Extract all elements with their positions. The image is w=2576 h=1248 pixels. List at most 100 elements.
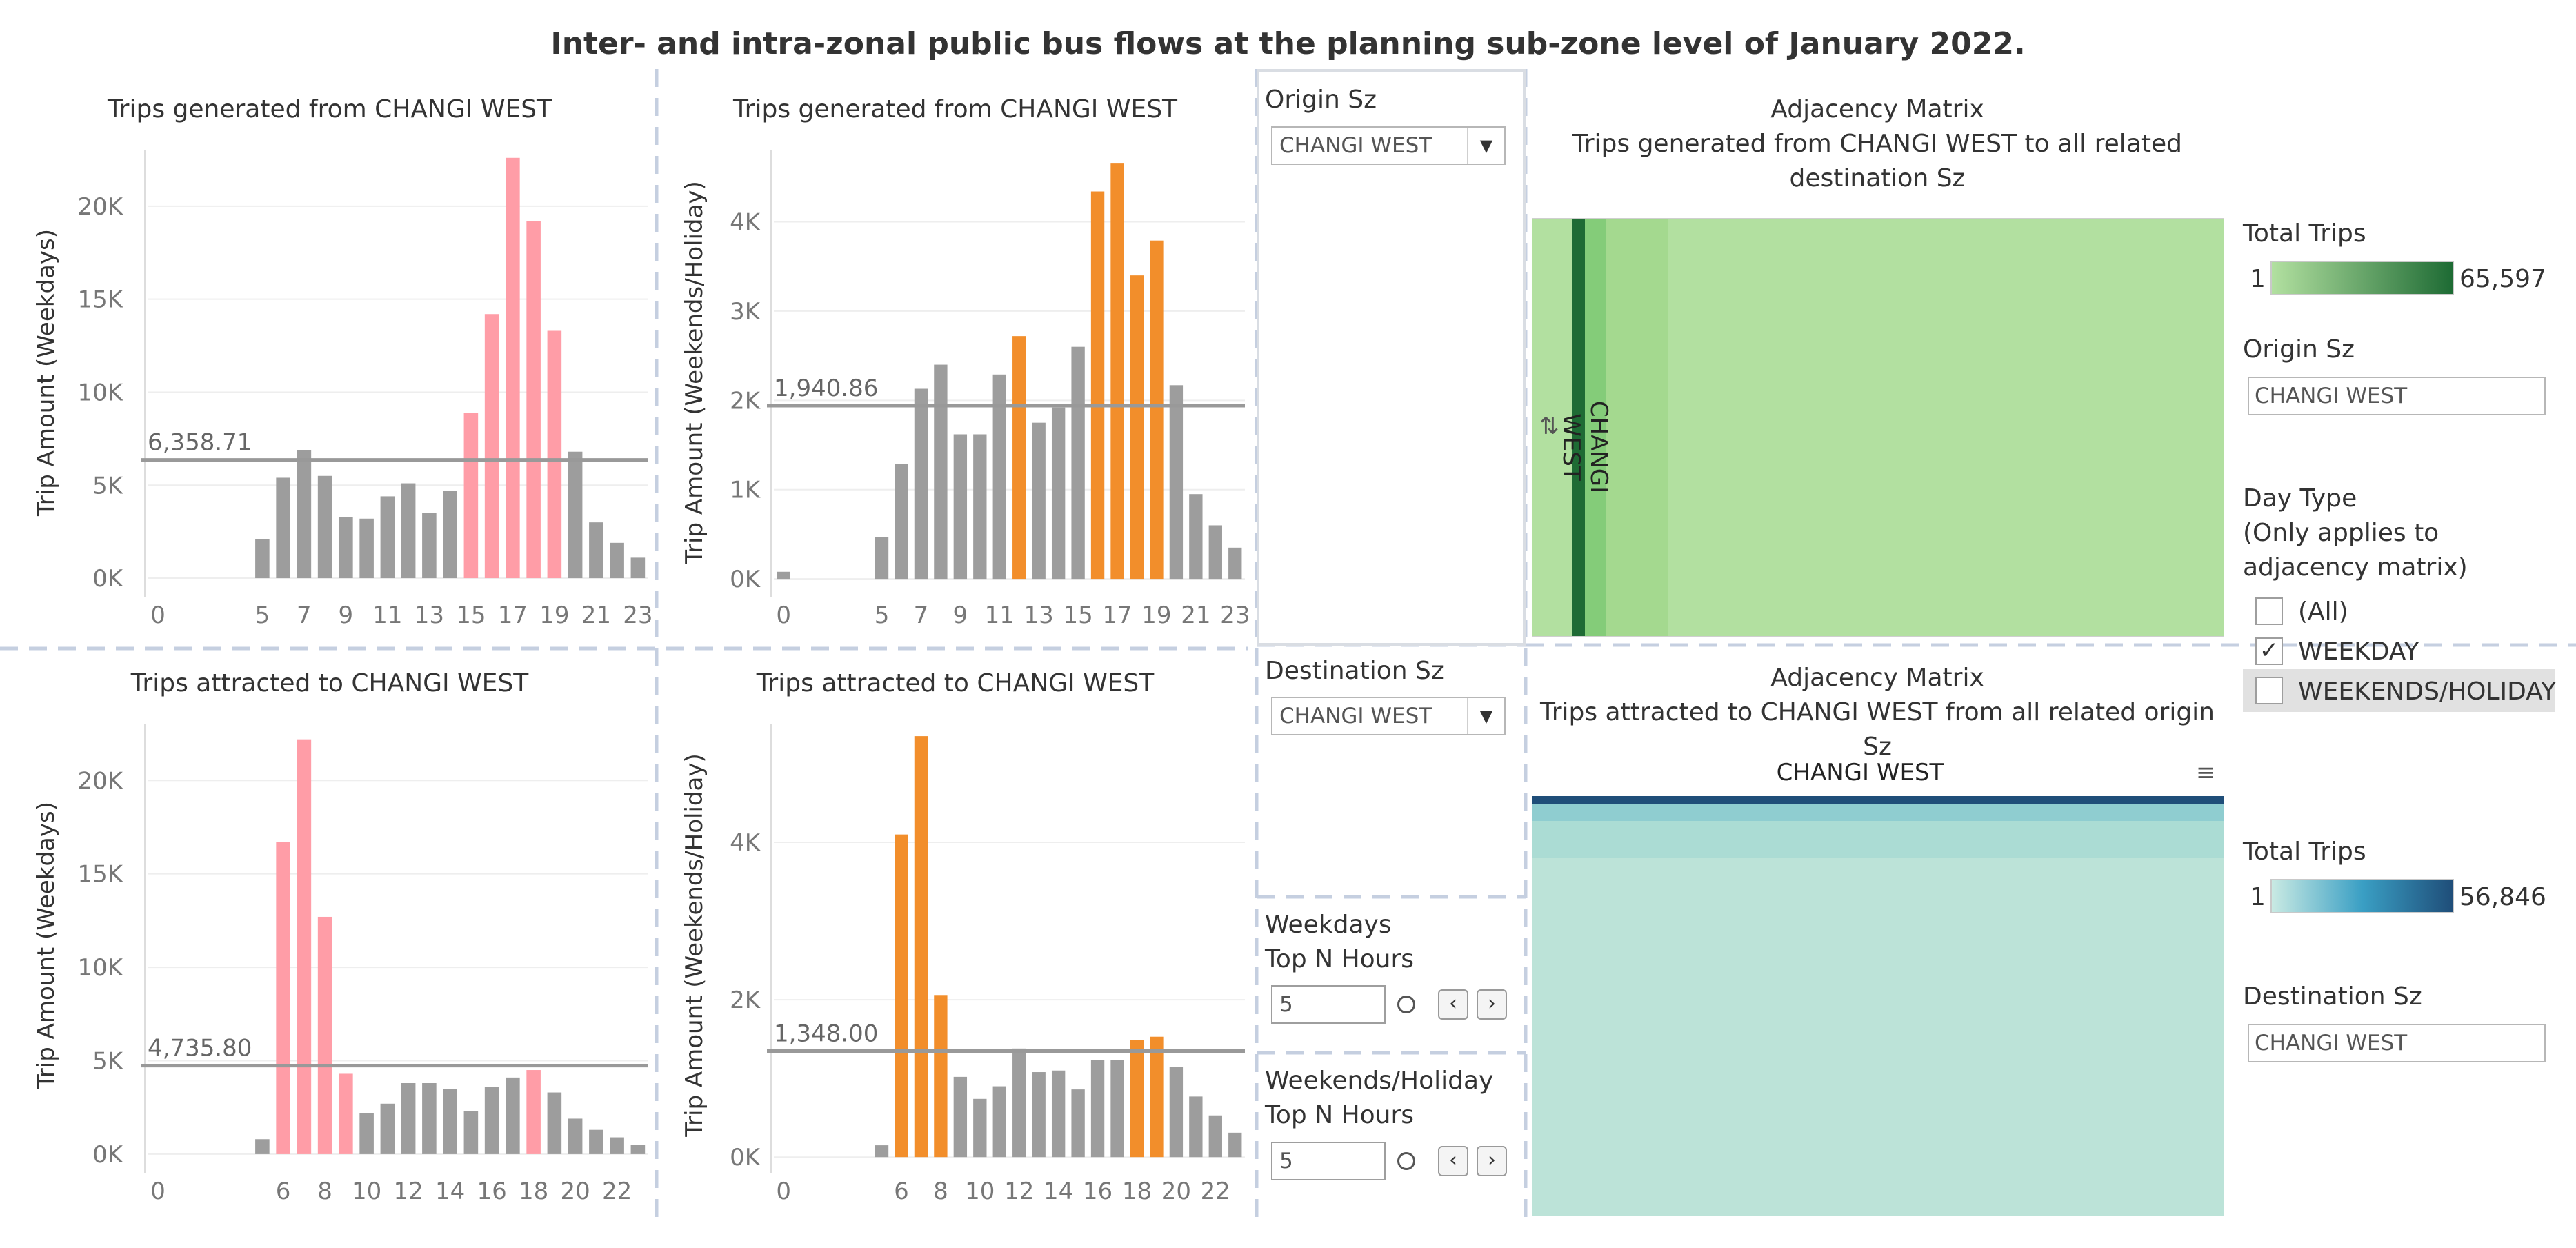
daytype-all-checkbox[interactable] [2255,597,2283,625]
x-tick-label: 22 [1201,1178,1230,1205]
y-tick-label: 4K [730,209,761,237]
weekend-decrement-button[interactable]: ‹ [1438,1146,1468,1176]
bar [1032,422,1046,580]
bar [568,451,583,579]
weekend-slider-handle[interactable] [1397,1152,1415,1170]
bar [359,518,374,579]
chevron-down-icon[interactable]: ▼ [1467,698,1504,734]
matrix-top-cell-mid [1585,219,1606,636]
x-tick-label: 0 [776,1178,791,1205]
matrix-bottom-cell-dark [1532,796,2224,804]
x-tick-label: 6 [894,1178,909,1205]
weekend-topn-input[interactable]: 5 [1271,1142,1386,1180]
weekday-decrement-button[interactable]: ‹ [1438,989,1468,1020]
y-tick-label: 20K [77,767,123,795]
bar [1208,525,1222,580]
bottom-legend-min: 1 [2250,883,2266,911]
bar [1071,346,1085,580]
bar [443,1089,457,1154]
sort-icon[interactable]: ⇅ [1539,413,1559,440]
matrix-bottom-cell-mid [1532,804,2224,821]
x-tick-label: 10 [965,1178,995,1205]
bar [1090,191,1105,580]
bar [463,1111,479,1154]
chevron-down-icon[interactable]: ▼ [1467,128,1504,164]
matrix-bottom-column-label: CHANGI WEST [1776,759,1944,786]
x-tick-label: 14 [1044,1178,1073,1205]
matrix-top-title: Adjacency Matrix Trips generated from CH… [1532,92,2222,196]
x-tick-label: 17 [1102,602,1132,629]
daytype-label-line1: Day Type [2243,484,2357,513]
y-tick-label: 0K [92,565,124,593]
x-tick-label: 9 [339,602,354,629]
x-tick-label: 16 [477,1178,506,1205]
bar [484,1087,499,1154]
bar [1189,1096,1203,1158]
bar [255,1139,270,1154]
side-destination-field[interactable]: CHANGI WEST [2248,1024,2546,1062]
daytype-weekday-checkbox[interactable]: ✓ [2255,637,2283,665]
daytype-all-label[interactable]: (All) [2298,597,2348,626]
destination-dropdown[interactable]: CHANGI WEST ▼ [1271,697,1506,735]
daytype-weekend-highlight[interactable] [2243,669,2555,712]
y-axis-label: Trip Amount (Weekdays) [32,802,60,1089]
sort-icon[interactable]: ≡ [2196,759,2216,786]
matrix-bottom-heatmap[interactable] [1532,796,2224,1216]
bar [422,513,437,579]
bar [875,1145,889,1158]
x-tick-label: 21 [1181,602,1210,629]
x-tick-label: 18 [1122,1178,1152,1205]
origin-dropdown[interactable]: CHANGI WEST ▼ [1271,126,1506,165]
weekend-topn-label: Weekends/Holiday Top N Hours [1265,1064,1493,1133]
x-tick-label: 16 [1083,1178,1112,1205]
bar [1150,1036,1164,1158]
daytype-label: Day Type (Only applies to adjacency matr… [2243,482,2468,585]
origin-filter-label: Origin Sz [1265,86,1377,114]
weekend-increment-button[interactable]: › [1477,1146,1507,1176]
bar [526,1070,541,1154]
y-axis-label: Trip Amount (Weekdays) [32,229,60,517]
bar [1032,1072,1046,1158]
y-tick-label: 10K [77,954,123,982]
bar [443,491,457,579]
bar [339,1073,353,1154]
daytype-weekend-label[interactable]: WEEKENDS/HOLIDAY [2298,677,2557,706]
bar [953,434,968,580]
destination-dropdown-value: CHANGI WEST [1279,704,1432,729]
origin-dropdown-value: CHANGI WEST [1279,133,1432,158]
y-tick-label: 4K [730,829,761,857]
bar [276,477,290,579]
daytype-weekend-checkbox[interactable] [2255,677,2283,704]
side-origin-field[interactable]: CHANGI WEST [2248,377,2546,415]
y-tick-label: 15K [77,286,123,314]
x-tick-label: 18 [519,1178,548,1205]
bottom-legend-max: 56,846 [2459,883,2546,911]
daytype-weekday-label[interactable]: WEEKDAY [2298,637,2419,666]
x-tick-label: 0 [776,602,791,629]
matrix-bottom-title-line1: Adjacency Matrix [1770,664,1984,692]
bar [1130,1040,1144,1158]
bar [547,1092,562,1154]
y-tick-label: 1K [730,477,761,504]
bar [895,834,908,1158]
bar [506,157,520,579]
weekday-topn-label-line1: Weekdays [1265,911,1392,939]
chart-title: Trips generated from CHANGI WEST [732,95,1178,123]
bar [1012,1048,1026,1158]
chart-title: Trips generated from CHANGI WEST [107,95,552,123]
weekday-slider-handle[interactable] [1397,996,1415,1013]
bar [777,571,790,580]
matrix-top-title-line3: destination Sz [1789,164,1966,192]
daytype-label-line2: (Only applies to [2243,519,2439,547]
bar [1169,1067,1184,1158]
weekday-topn-input[interactable]: 5 [1271,985,1386,1024]
weekday-increment-button[interactable]: › [1477,989,1507,1020]
bar [297,739,312,1154]
x-tick-label: 20 [1161,1178,1191,1205]
x-tick-label: 23 [1220,602,1250,629]
reference-line-label: 6,358.71 [148,429,252,457]
matrix-top-heatmap[interactable] [1532,218,2224,637]
reference-line-label: 1,348.00 [774,1020,878,1047]
bar [1071,1089,1085,1158]
